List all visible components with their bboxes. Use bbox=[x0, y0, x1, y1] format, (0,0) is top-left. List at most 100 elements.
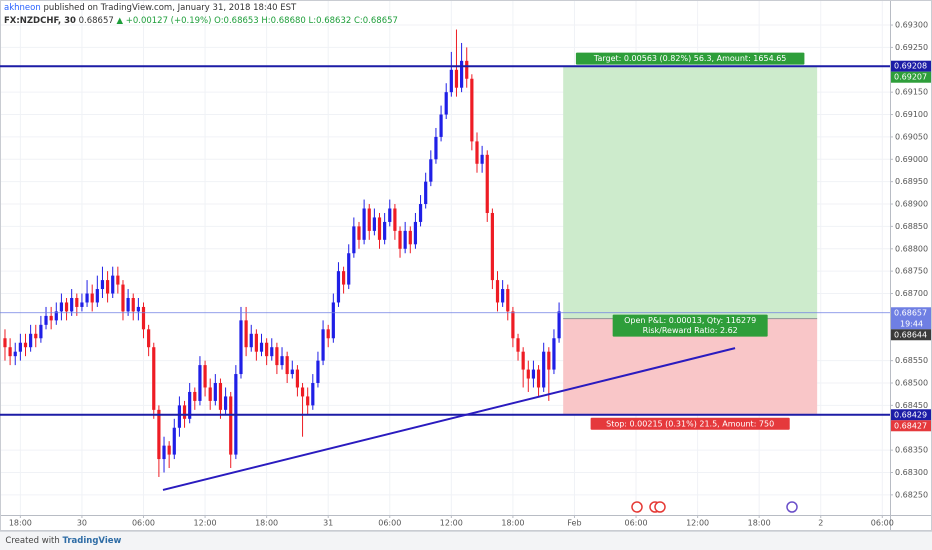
candle-body bbox=[90, 293, 94, 303]
candle-body bbox=[413, 221, 418, 245]
candle-body bbox=[449, 69, 453, 93]
candle-body bbox=[547, 351, 551, 370]
candle-body bbox=[403, 230, 407, 249]
ohlc: O:0.68653 H:0.68680 L:0.68632 C:0.68657 bbox=[214, 16, 398, 26]
candle-body bbox=[557, 311, 561, 339]
y-tick-label: 0.68800 bbox=[895, 244, 928, 253]
candle-body bbox=[341, 271, 346, 285]
candle-body bbox=[95, 289, 99, 303]
pnl-label: Risk/Reward Ratio: 2.62 bbox=[643, 326, 738, 335]
y-tick-label: 0.68550 bbox=[895, 356, 928, 365]
price-axis-label: 0.68657 bbox=[894, 308, 927, 317]
price-axis-box bbox=[891, 420, 931, 432]
candle-body bbox=[336, 271, 341, 303]
y-tick-label: 0.69300 bbox=[895, 21, 928, 30]
price-axis-box bbox=[891, 60, 931, 72]
y-tick-label: 0.69000 bbox=[895, 155, 928, 164]
y-tick-label: 0.68900 bbox=[895, 200, 928, 209]
x-tick-label: 30 bbox=[77, 519, 87, 528]
pnl-label-box bbox=[612, 314, 768, 337]
x-tick-label: 18:00 bbox=[9, 519, 32, 528]
candle-body bbox=[157, 409, 161, 460]
candle-body bbox=[64, 302, 69, 312]
candle-body bbox=[141, 306, 146, 330]
candle-body bbox=[552, 338, 556, 370]
candle-body bbox=[347, 253, 351, 285]
x-tick-label: 18:00 bbox=[255, 519, 278, 528]
candle-body bbox=[321, 329, 325, 361]
candle-body bbox=[300, 387, 305, 397]
brand[interactable]: TradingView bbox=[62, 536, 122, 546]
published: published on TradingView.com, January 31… bbox=[43, 3, 297, 13]
author[interactable]: akhneon bbox=[4, 3, 41, 13]
candle-body bbox=[316, 360, 320, 384]
candle-body bbox=[465, 60, 469, 79]
trendline bbox=[162, 347, 736, 491]
candle-body bbox=[388, 208, 392, 222]
y-tick-label: 0.69250 bbox=[895, 43, 928, 52]
candle-body bbox=[80, 302, 84, 307]
candle-body bbox=[434, 136, 438, 160]
target-label-box bbox=[575, 52, 805, 65]
candle-body bbox=[188, 391, 192, 419]
candle-body bbox=[516, 338, 520, 352]
candle-body bbox=[352, 226, 356, 254]
candle-body bbox=[111, 275, 115, 294]
candle-body bbox=[377, 217, 382, 240]
x-tick-label: 12:00 bbox=[440, 519, 463, 528]
x-tick-label: 31 bbox=[323, 519, 333, 528]
candle-body bbox=[418, 204, 423, 222]
candle-body bbox=[218, 383, 223, 410]
candle-body bbox=[162, 445, 166, 460]
candle-body bbox=[182, 405, 187, 419]
candle-body bbox=[424, 181, 428, 205]
candle-body bbox=[501, 289, 505, 303]
candle-body bbox=[531, 369, 536, 379]
candle-body bbox=[208, 387, 212, 401]
footer: Created with TradingView bbox=[0, 531, 932, 550]
y-tick-label: 0.68700 bbox=[895, 289, 928, 298]
price-axis-label: 0.69208 bbox=[894, 62, 927, 71]
x-tick-label: 18:00 bbox=[748, 519, 771, 528]
y-tick-label: 0.68950 bbox=[895, 177, 928, 186]
candle-body bbox=[249, 333, 253, 348]
candle-body bbox=[275, 347, 279, 366]
event-icon bbox=[786, 501, 798, 513]
candle-body bbox=[521, 351, 525, 370]
y-tick-label: 0.68500 bbox=[895, 379, 928, 388]
last: 0.68657 bbox=[78, 16, 114, 26]
candle-body bbox=[470, 78, 474, 142]
candle-body bbox=[49, 315, 53, 321]
y-tick-label: 0.68750 bbox=[895, 267, 928, 276]
profit-zone bbox=[563, 66, 818, 319]
candle-body bbox=[259, 342, 264, 352]
candle-body bbox=[177, 405, 182, 428]
candle-body bbox=[429, 159, 433, 182]
y-tick-label: 0.68250 bbox=[895, 490, 928, 499]
candle-body bbox=[147, 329, 151, 348]
stop-label-box bbox=[590, 417, 790, 430]
candle-body bbox=[75, 297, 79, 307]
candles bbox=[3, 29, 561, 477]
candle-body bbox=[357, 226, 361, 240]
symbol-line: FX:NZDCHF, 30 0.68657 ▲ +0.00127 (+0.19%… bbox=[4, 15, 398, 28]
candle-body bbox=[306, 396, 310, 406]
candle-body bbox=[367, 208, 371, 231]
candle-body bbox=[506, 289, 510, 312]
candle-body bbox=[285, 356, 289, 375]
candle-body bbox=[383, 221, 387, 240]
x-tick-label: 2 bbox=[818, 519, 823, 528]
candle-body bbox=[480, 154, 484, 164]
x-tick-label: 12:00 bbox=[686, 519, 709, 528]
candle-body bbox=[393, 208, 397, 231]
candle-body bbox=[105, 280, 110, 294]
candle-body bbox=[29, 333, 33, 348]
candle-body bbox=[39, 324, 43, 339]
price-axis-label: 0.69207 bbox=[894, 73, 927, 82]
x-tick-label: Feb bbox=[567, 519, 581, 528]
y-tick-label: 0.69150 bbox=[895, 88, 928, 97]
candle-body bbox=[167, 445, 171, 455]
candle-body bbox=[131, 297, 135, 312]
candle-body bbox=[116, 275, 120, 285]
candle-body bbox=[270, 347, 274, 357]
